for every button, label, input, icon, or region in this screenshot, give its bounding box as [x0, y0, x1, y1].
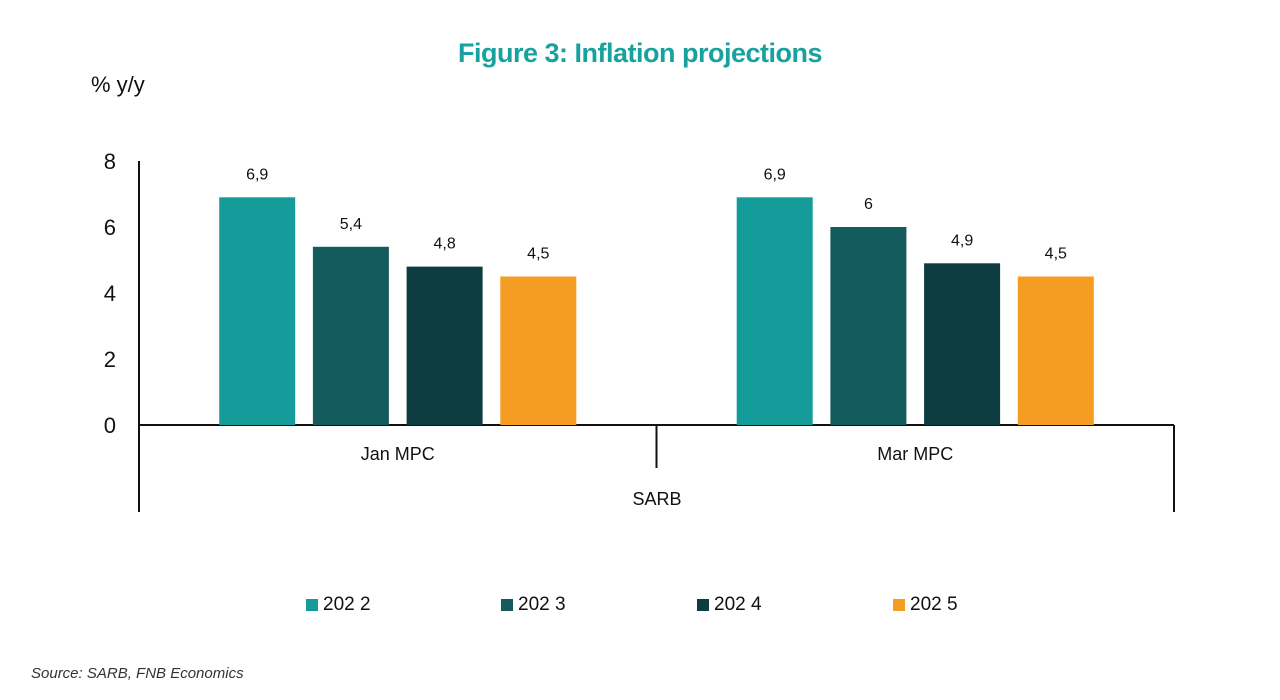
data-label: 6,9	[246, 166, 268, 183]
legend-label: 202 5	[910, 594, 958, 615]
data-label: 6,9	[764, 166, 786, 183]
legend-item: 202 4	[697, 594, 762, 616]
source-note: Source: SARB, FNB Economics	[31, 665, 244, 682]
data-label: 4,9	[951, 232, 973, 249]
chart-title: Figure 3: Inflation projections	[457, 38, 823, 68]
legend-item: 202 3	[501, 594, 566, 616]
bar	[924, 263, 1001, 425]
y-axis-unit-label: % y/y	[91, 72, 145, 97]
axes	[138, 161, 1175, 512]
y-tick-labels: 0 2 4 6 8	[104, 149, 116, 438]
category-label: Jan MPC	[361, 444, 435, 464]
bar	[312, 246, 389, 425]
data-labels: 6,9 5,4 4,8 4,5 6,9 6 4,9 4,5	[246, 166, 1067, 262]
data-label: 4,5	[1045, 246, 1067, 263]
legend-item: 202 2	[306, 594, 371, 616]
bar	[1017, 276, 1094, 425]
legend-item: 202 5	[893, 594, 958, 616]
bar	[406, 266, 483, 425]
bar	[219, 197, 296, 425]
data-label: 4,8	[433, 236, 455, 253]
legend-label: 202 4	[714, 594, 762, 615]
bars	[219, 197, 1094, 425]
data-label: 6	[864, 196, 873, 213]
bar	[500, 276, 577, 425]
bar	[736, 197, 813, 425]
legend-label: 202 3	[518, 594, 566, 615]
y-tick-label: 6	[104, 215, 116, 240]
legend-swatch	[501, 599, 513, 611]
legend-swatch	[697, 599, 709, 611]
y-tick-label: 2	[104, 347, 116, 372]
y-tick-label: 0	[104, 413, 116, 438]
category-labels: SARB Jan MPC Mar MPC	[361, 444, 954, 509]
y-tick-label: 8	[104, 149, 116, 174]
legend-label: 202 2	[323, 594, 371, 615]
data-label: 5,4	[340, 216, 362, 233]
y-tick-label: 4	[104, 281, 116, 306]
legend-swatch	[306, 599, 318, 611]
legend-swatch	[893, 599, 905, 611]
group-label: SARB	[632, 489, 681, 509]
category-label: Mar MPC	[877, 444, 953, 464]
data-label: 4,5	[527, 246, 549, 263]
bar	[830, 227, 907, 425]
